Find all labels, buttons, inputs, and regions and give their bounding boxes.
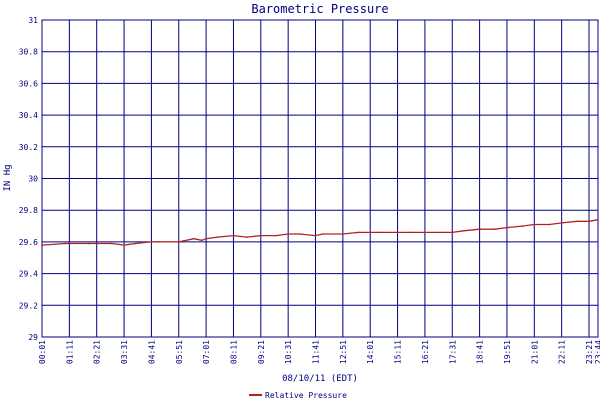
data-point	[322, 233, 324, 235]
data-point	[533, 223, 536, 226]
data-point	[178, 241, 180, 243]
x-tick-label: 04:41	[147, 340, 156, 364]
data-point	[588, 220, 590, 223]
data-point	[111, 242, 113, 245]
x-tick-label: 16:21	[421, 340, 430, 364]
y-tick-label: 30.8	[19, 48, 38, 57]
x-tick-label: 02:21	[93, 340, 102, 364]
data-point	[64, 242, 66, 245]
y-tick-label: 29.2	[19, 301, 38, 310]
data-point	[408, 231, 410, 234]
data-point	[369, 231, 372, 234]
data-point	[548, 223, 551, 226]
x-tick-label: 23:21	[585, 340, 594, 364]
data-point	[123, 244, 125, 246]
data-point	[245, 236, 248, 238]
x-tick-label: 05:51	[175, 340, 184, 364]
x-axis-label: 08/10/11 (EDT)	[282, 374, 358, 384]
data-point	[342, 233, 344, 235]
y-tick-label: 31	[28, 16, 38, 25]
data-point	[380, 231, 383, 234]
data-point	[462, 230, 465, 232]
data-point	[560, 222, 563, 224]
data-point	[193, 237, 195, 240]
x-tick-label: 08:11	[229, 340, 238, 364]
data-point	[439, 231, 441, 234]
data-point	[41, 244, 43, 246]
y-tick-label: 30.4	[19, 111, 38, 120]
data-point	[576, 220, 578, 223]
x-tick-label: 10:31	[284, 340, 293, 364]
y-tick-label: 29.6	[19, 238, 38, 247]
data-point	[494, 228, 496, 230]
legend-label: Relative Pressure	[265, 391, 347, 400]
x-tick-label: 00:01	[38, 340, 47, 364]
grid-lines	[41, 19, 599, 338]
series-layer	[41, 218, 599, 246]
x-tick-label: 12:51	[339, 340, 348, 364]
x-tick-label: 07:01	[202, 340, 211, 364]
data-point	[478, 228, 481, 230]
data-point	[424, 231, 426, 234]
x-tick-labels: 00:01 01:11 02:21 03:31 04:41 05:51 07:01 08:11…	[38, 340, 600, 364]
data-point	[134, 242, 137, 245]
y-tick-label: 29	[28, 333, 38, 342]
legend: Relative Pressure	[249, 391, 347, 400]
data-point	[521, 225, 523, 227]
data-point	[298, 233, 301, 235]
x-tick-label: 17:31	[448, 340, 457, 364]
x-tick-label: 22:11	[558, 340, 567, 364]
data-point	[287, 233, 290, 235]
data-point	[396, 231, 399, 234]
data-point	[201, 239, 203, 242]
data-point	[357, 231, 359, 234]
x-tick-label: 03:31	[120, 340, 129, 364]
x-tick-label: 11:41	[312, 340, 321, 364]
y-axis-label: IN Hg	[3, 164, 13, 191]
x-tick-label: 01:11	[65, 340, 74, 364]
x-tick-label: 15:11	[394, 340, 403, 364]
y-tick-label: 30.2	[19, 143, 38, 152]
data-point	[597, 218, 599, 221]
data-point	[314, 234, 317, 237]
y-tick-label: 30.6	[19, 79, 38, 88]
x-tick-label: 19:51	[503, 340, 512, 364]
y-tick-label: 29.4	[19, 270, 38, 279]
x-tick-label: 21:01	[530, 340, 539, 364]
x-tick-label: 18:41	[476, 340, 485, 364]
data-point	[87, 242, 90, 245]
data-point	[150, 241, 153, 243]
data-point	[232, 234, 235, 237]
data-point	[506, 226, 508, 229]
data-point	[205, 237, 207, 240]
y-tick-label: 30	[28, 175, 38, 184]
x-tick-label: 23:44	[594, 340, 600, 364]
y-tick-label: 29.8	[19, 206, 38, 215]
x-tick-label: 14:01	[366, 340, 375, 364]
x-tick-label: 09:21	[257, 340, 266, 364]
data-point	[158, 241, 160, 243]
data-point	[275, 234, 277, 237]
data-point	[216, 236, 219, 238]
y-tick-labels: 29 29.2 29.4 29.6 29.8 30 30.2 30.4 30.6 30.8 31	[19, 16, 38, 342]
data-point	[260, 234, 262, 237]
data-point	[451, 231, 454, 234]
chart-title: Barometric Pressure	[251, 2, 388, 16]
